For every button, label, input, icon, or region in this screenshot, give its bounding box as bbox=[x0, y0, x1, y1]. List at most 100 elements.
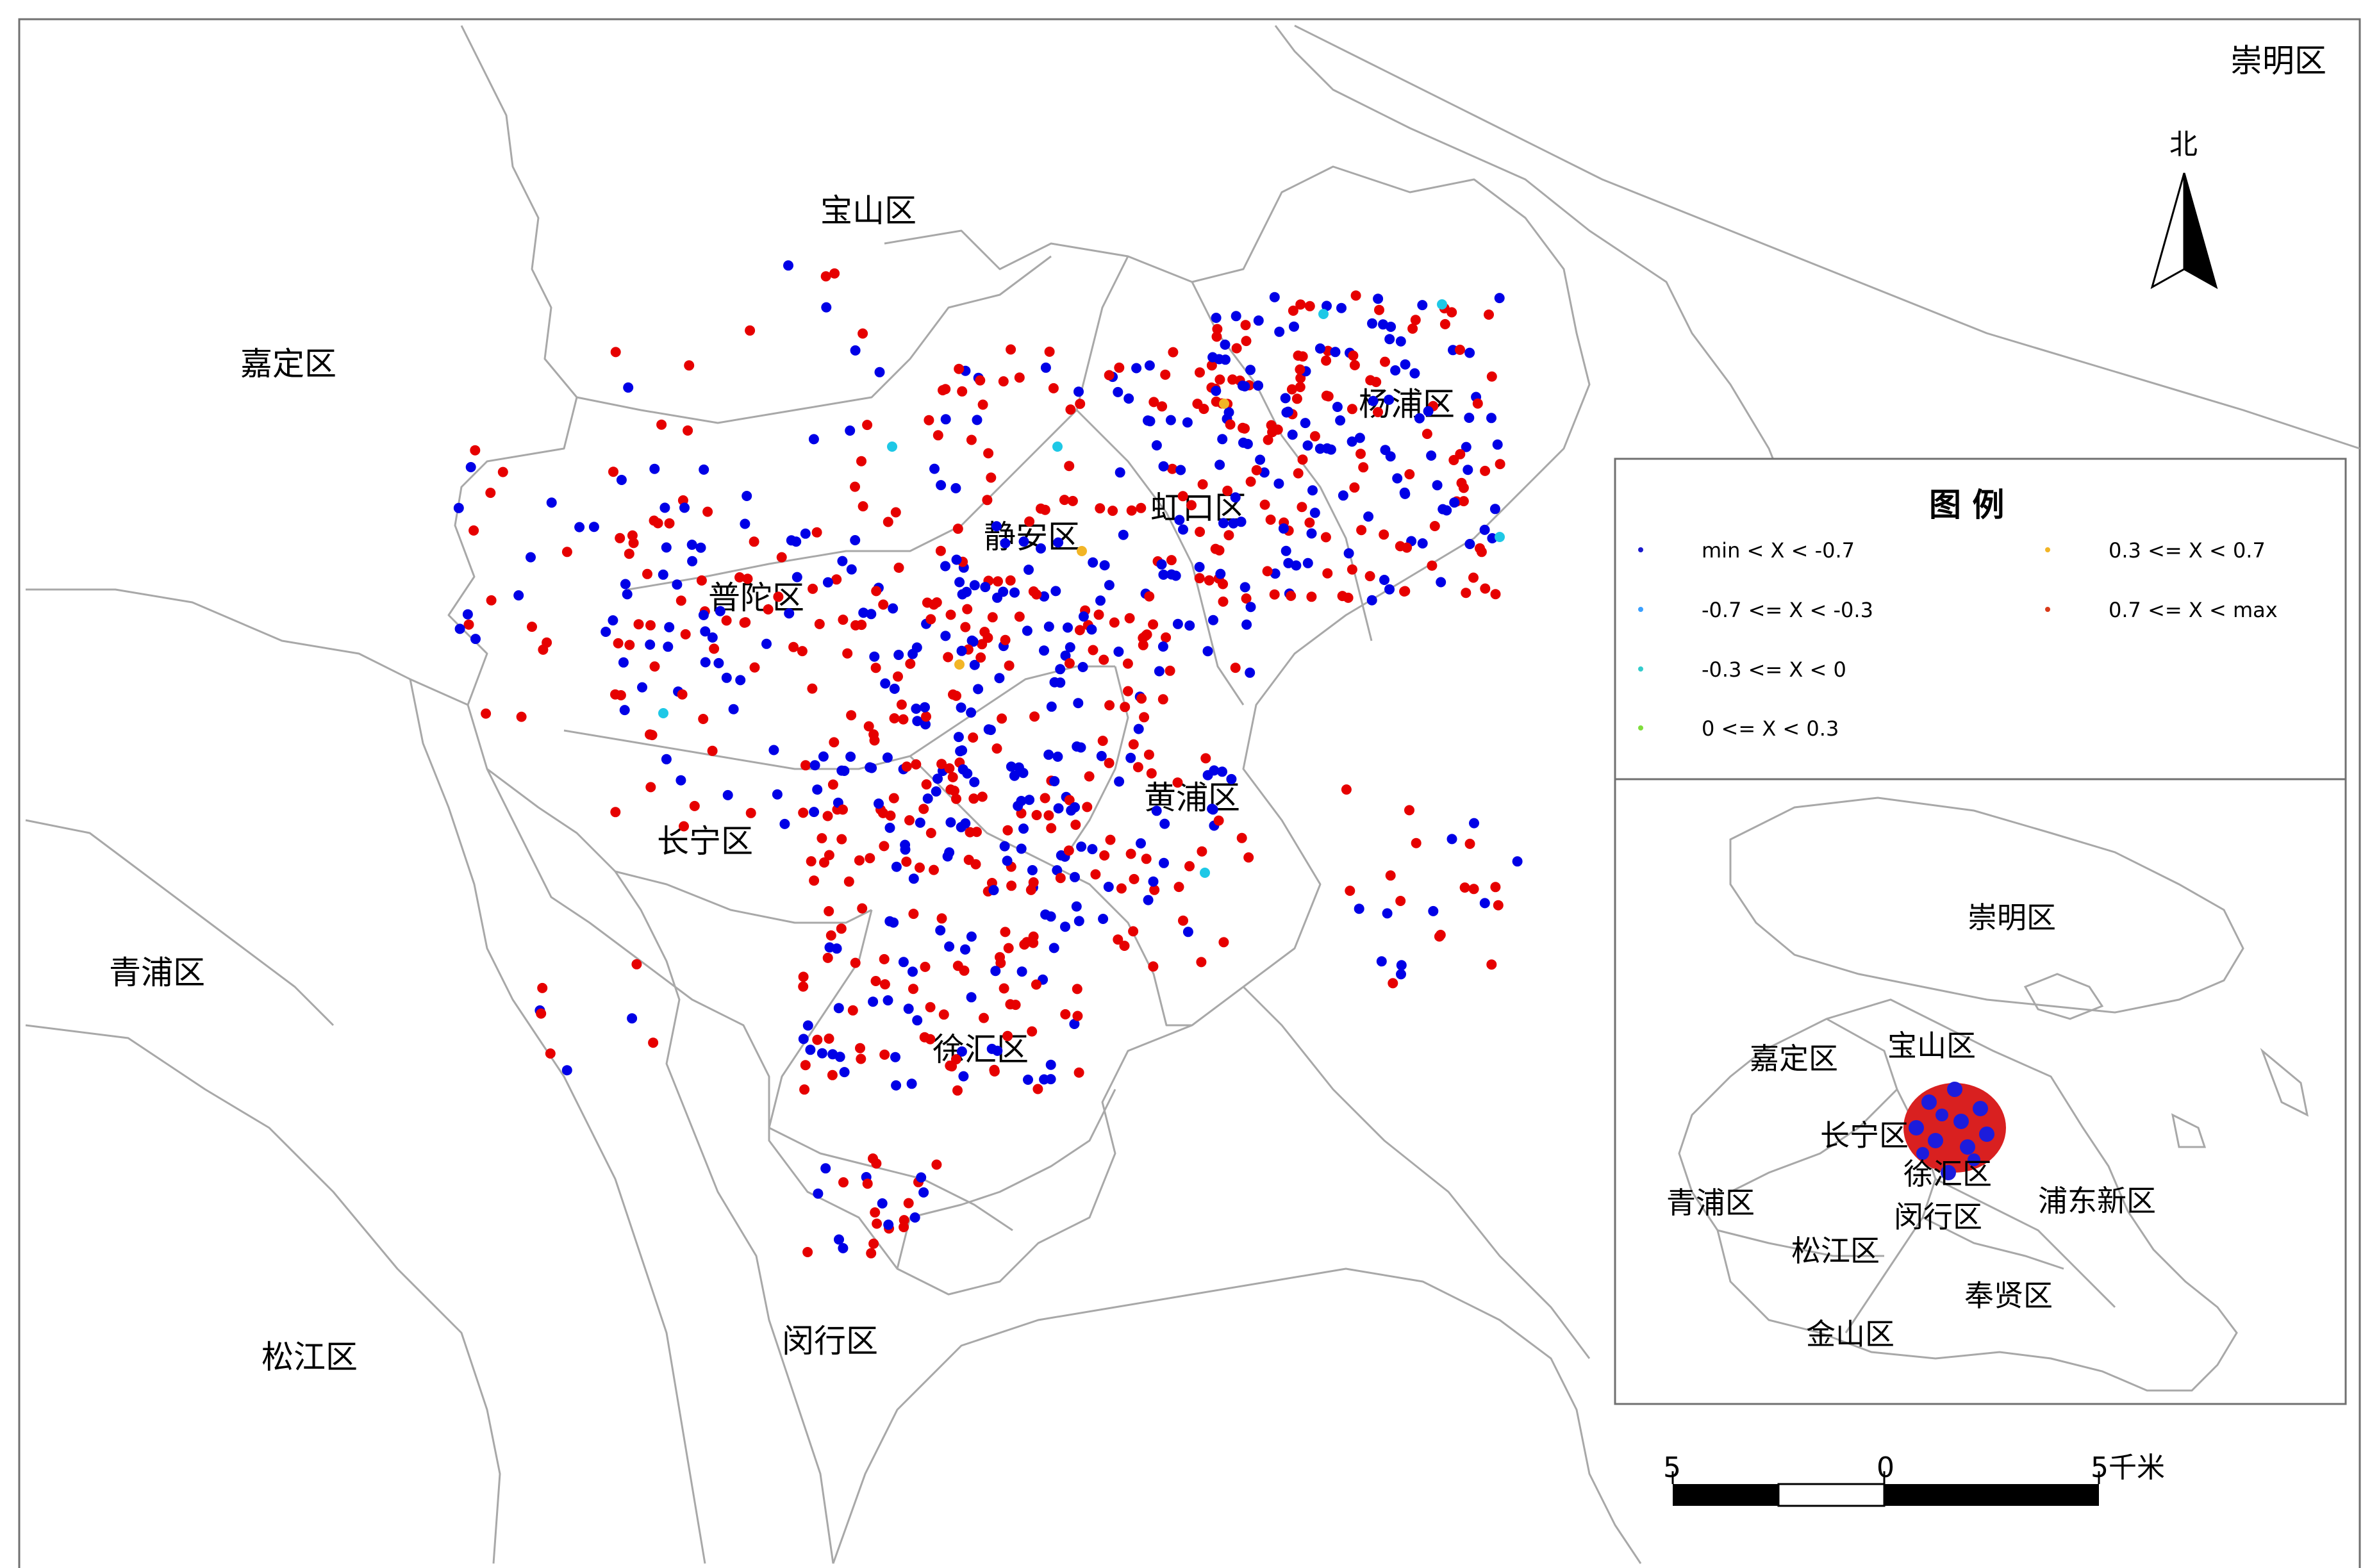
sample-point bbox=[1139, 712, 1150, 723]
sample-point bbox=[768, 745, 779, 755]
sample-point bbox=[883, 995, 893, 1006]
sample-point bbox=[1225, 419, 1236, 430]
sample-point bbox=[658, 569, 668, 580]
sample-point bbox=[1337, 591, 1348, 602]
sample-point bbox=[1049, 776, 1060, 787]
sample-point bbox=[901, 761, 912, 772]
sample-point bbox=[631, 959, 642, 970]
sample-point bbox=[698, 609, 709, 620]
sample-point bbox=[1432, 480, 1443, 491]
sample-point bbox=[1148, 397, 1159, 408]
sample-point bbox=[975, 652, 986, 663]
sample-point bbox=[938, 1009, 949, 1020]
sample-point-accent bbox=[1219, 399, 1229, 409]
sample-point bbox=[1122, 658, 1133, 669]
sample-point bbox=[1304, 517, 1315, 528]
sample-point bbox=[1158, 461, 1169, 472]
sample-point bbox=[865, 762, 875, 773]
scale-segment-3 bbox=[1884, 1484, 2099, 1506]
sample-point bbox=[1464, 347, 1475, 358]
sample-point bbox=[561, 1065, 572, 1076]
sample-point bbox=[816, 1048, 827, 1059]
sample-point bbox=[1186, 500, 1197, 511]
sample-point bbox=[1109, 617, 1120, 628]
sample-point bbox=[1160, 369, 1171, 380]
sample-point bbox=[1161, 632, 1172, 643]
sample-point bbox=[707, 632, 718, 643]
sample-point bbox=[960, 818, 971, 829]
sample-point bbox=[679, 502, 690, 513]
legend-panel: 图 例 min < X < -0.7 -0.7 <= X < -0.3 -0.3 <… bbox=[1614, 458, 2347, 780]
legend-box bbox=[1614, 458, 2347, 780]
sample-point bbox=[664, 518, 675, 529]
sample-point bbox=[966, 931, 977, 942]
sample-point bbox=[742, 491, 752, 501]
sample-point bbox=[850, 481, 860, 492]
inset-points-blue bbox=[1909, 1082, 1994, 1180]
sample-point bbox=[862, 1178, 873, 1189]
north-arrow: 北 bbox=[2150, 128, 2218, 290]
sample-point bbox=[1414, 413, 1425, 424]
sample-point bbox=[1156, 559, 1167, 570]
sample-point bbox=[931, 1159, 942, 1170]
sample-point bbox=[1468, 572, 1479, 583]
sample-point bbox=[1166, 569, 1177, 580]
sample-point bbox=[1046, 701, 1057, 712]
sample-point bbox=[1022, 625, 1032, 636]
sample-point bbox=[798, 981, 809, 992]
sample-point bbox=[1286, 384, 1297, 395]
sample-point bbox=[1144, 360, 1155, 371]
sample-point-accent bbox=[887, 442, 897, 452]
scale-segment-1 bbox=[1673, 1484, 1778, 1506]
sample-point bbox=[1088, 645, 1098, 656]
sample-point bbox=[798, 807, 809, 818]
sample-point bbox=[920, 961, 931, 972]
sample-point bbox=[1073, 386, 1084, 397]
sample-point bbox=[1123, 686, 1133, 697]
sample-point bbox=[1039, 645, 1049, 656]
sample-point bbox=[1097, 736, 1108, 747]
sample-point bbox=[871, 1158, 882, 1169]
sample-point bbox=[1379, 575, 1389, 585]
sample-point bbox=[1006, 880, 1017, 891]
sample-point bbox=[1098, 914, 1109, 924]
sample-point bbox=[1468, 884, 1479, 895]
sample-point bbox=[911, 759, 922, 770]
sample-point bbox=[986, 472, 997, 483]
sample-point bbox=[1123, 393, 1134, 404]
sample-point bbox=[1297, 351, 1308, 362]
sample-point bbox=[1128, 739, 1139, 750]
sample-point bbox=[783, 260, 793, 271]
sample-point bbox=[956, 702, 966, 713]
sample-point bbox=[1143, 749, 1154, 760]
sample-point bbox=[1046, 823, 1057, 834]
sample-point bbox=[1198, 404, 1209, 415]
sample-point bbox=[1208, 615, 1218, 625]
sample-point bbox=[1218, 937, 1229, 948]
sample-point bbox=[843, 876, 854, 887]
sample-point bbox=[663, 641, 674, 652]
sample-point bbox=[1052, 751, 1063, 762]
sample-point bbox=[1336, 302, 1347, 313]
sample-point bbox=[1072, 1011, 1083, 1021]
sample-point bbox=[866, 1248, 877, 1259]
inset-label-chongming: 崇明区 bbox=[1968, 900, 2056, 935]
sample-point bbox=[947, 772, 958, 782]
sample-point bbox=[1104, 700, 1115, 711]
sample-point bbox=[1217, 434, 1228, 445]
sample-point bbox=[788, 641, 799, 652]
sample-point bbox=[1321, 355, 1332, 366]
sample-point bbox=[954, 577, 965, 588]
sample-point bbox=[856, 456, 866, 466]
sample-point bbox=[485, 488, 496, 499]
sample-point bbox=[702, 506, 713, 517]
sample-point bbox=[664, 622, 675, 632]
label-songjiang: 松江区 bbox=[261, 1339, 358, 1376]
sample-point bbox=[866, 609, 877, 620]
sample-point bbox=[820, 1163, 831, 1174]
sample-point bbox=[1158, 569, 1169, 580]
sample-point bbox=[1295, 299, 1306, 310]
sample-point-accent bbox=[1495, 532, 1505, 542]
sample-point bbox=[1074, 625, 1085, 636]
sample-point bbox=[948, 689, 958, 700]
